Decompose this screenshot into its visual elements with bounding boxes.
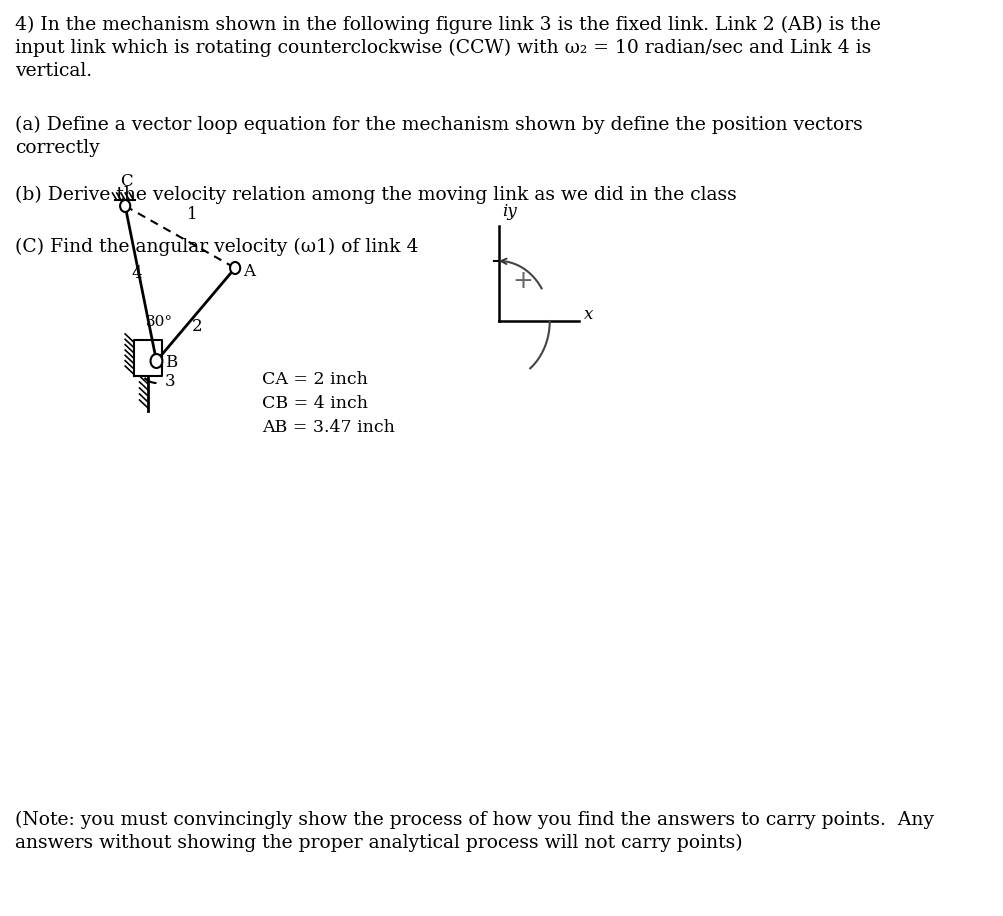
- Text: B: B: [164, 354, 177, 371]
- Text: vertical.: vertical.: [15, 62, 92, 80]
- Text: AB = 3.47 inch: AB = 3.47 inch: [262, 419, 394, 436]
- Text: CA = 2 inch: CA = 2 inch: [262, 371, 368, 388]
- Circle shape: [120, 200, 130, 212]
- Text: 4) In the mechanism shown in the following figure link 3 is the fixed link. Link: 4) In the mechanism shown in the followi…: [15, 16, 881, 34]
- Circle shape: [150, 354, 162, 368]
- Text: (C) Find the angular velocity (ω1) of link 4: (C) Find the angular velocity (ω1) of li…: [15, 238, 418, 256]
- Text: +: +: [512, 269, 533, 293]
- Text: A: A: [243, 263, 255, 280]
- Text: (Note: you must convincingly show the process of how you find the answers to car: (Note: you must convincingly show the pr…: [15, 811, 934, 829]
- Text: (b) Derive the velocity relation among the moving link as we did in the class: (b) Derive the velocity relation among t…: [15, 186, 736, 204]
- Text: 1: 1: [187, 206, 198, 223]
- Text: (a) Define a vector loop equation for the mechanism shown by define the position: (a) Define a vector loop equation for th…: [15, 116, 863, 135]
- Text: 30°: 30°: [146, 315, 174, 329]
- Text: correctly: correctly: [15, 139, 100, 157]
- Text: input link which is rotating counterclockwise (CCW) with ω₂ = 10 radian/sec and : input link which is rotating countercloc…: [15, 39, 871, 57]
- Text: 3: 3: [164, 373, 176, 390]
- Text: iy: iy: [502, 203, 517, 220]
- Text: CB = 4 inch: CB = 4 inch: [262, 395, 368, 412]
- Text: answers without showing the proper analytical process will not carry points): answers without showing the proper analy…: [15, 834, 742, 852]
- Text: 4: 4: [131, 266, 141, 282]
- Text: x: x: [583, 306, 593, 323]
- Text: 2: 2: [192, 318, 203, 335]
- Circle shape: [230, 262, 240, 274]
- Text: C: C: [120, 173, 132, 190]
